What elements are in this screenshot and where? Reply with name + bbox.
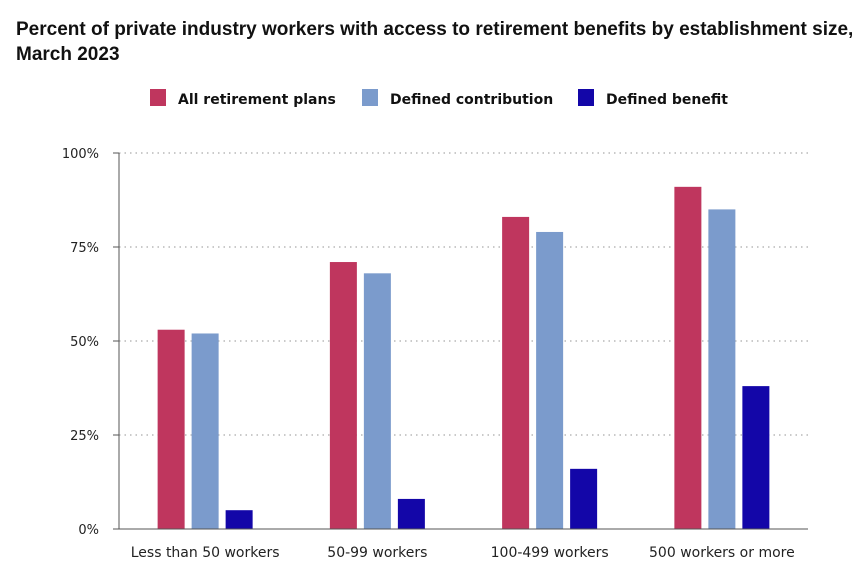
- legend-swatch: [150, 89, 166, 106]
- bar-all-retirement-plans: [502, 216, 530, 530]
- x-axis-labels: Less than 50 workers 50-99 workers 100-499…: [131, 545, 795, 561]
- gridlines: [119, 152, 808, 436]
- bar-defined-benefit: [570, 468, 598, 529]
- bars: [157, 186, 770, 530]
- bar-defined-benefit: [742, 386, 770, 529]
- legend-swatch: [362, 89, 378, 106]
- y-tick-label: 75%: [70, 241, 99, 256]
- bar-defined-contribution: [191, 333, 219, 529]
- bar-all-retirement-plans: [157, 329, 185, 529]
- x-tick-label: 500 workers or more: [649, 545, 795, 561]
- y-tick-label: 0%: [78, 523, 99, 538]
- bar-all-retirement-plans: [674, 186, 702, 529]
- y-tick-label: 50%: [70, 335, 99, 350]
- y-tick-label: 25%: [70, 429, 99, 444]
- x-tick-label: 50-99 workers: [327, 545, 427, 561]
- bar-all-retirement-plans: [329, 262, 357, 529]
- x-tick-label: Less than 50 workers: [131, 545, 280, 561]
- bar-defined-contribution: [363, 273, 391, 529]
- bar-defined-contribution: [708, 209, 736, 529]
- legend: All retirement plans Defined contribution…: [150, 89, 728, 108]
- legend-label: Defined benefit: [606, 92, 728, 108]
- legend-swatch: [578, 89, 594, 106]
- x-tick-label: 100-499 workers: [491, 545, 609, 561]
- y-axis-ticks: 0% 25% 50% 75% 100%: [62, 147, 119, 538]
- legend-label: Defined contribution: [390, 92, 553, 108]
- y-tick-label: 100%: [62, 147, 99, 162]
- bar-defined-benefit: [225, 510, 253, 529]
- bar-defined-contribution: [536, 231, 564, 529]
- legend-label: All retirement plans: [178, 92, 336, 108]
- bar-defined-benefit: [397, 498, 425, 529]
- chart-title: Percent of private industry workers with…: [16, 19, 854, 65]
